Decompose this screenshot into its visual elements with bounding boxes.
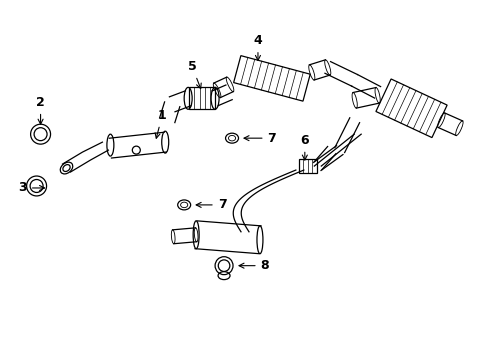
Text: 5: 5 bbox=[187, 60, 201, 89]
Text: 8: 8 bbox=[239, 259, 269, 272]
Text: 2: 2 bbox=[36, 96, 45, 124]
Text: 3: 3 bbox=[18, 181, 44, 194]
Text: 6: 6 bbox=[300, 134, 308, 160]
Text: 4: 4 bbox=[253, 34, 262, 60]
Text: 7: 7 bbox=[196, 198, 226, 211]
Ellipse shape bbox=[225, 133, 238, 143]
Text: 1: 1 bbox=[155, 109, 166, 138]
Text: 7: 7 bbox=[244, 132, 276, 145]
Ellipse shape bbox=[177, 200, 190, 210]
